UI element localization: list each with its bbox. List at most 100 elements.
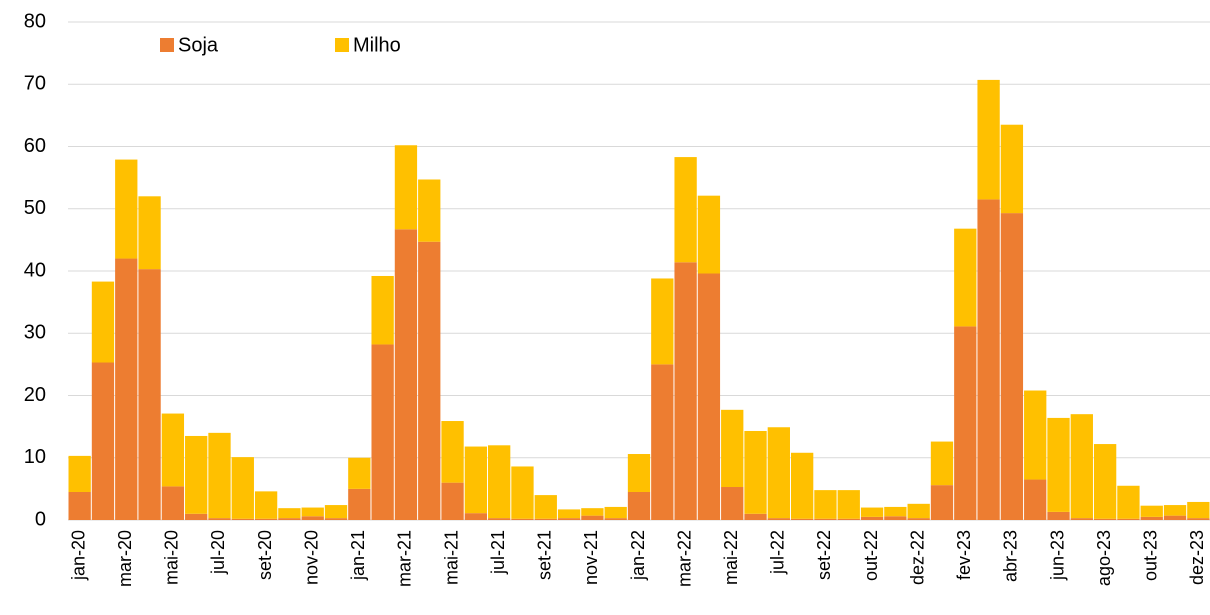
y-tick-label: 40 bbox=[24, 259, 46, 281]
x-tick-label: mar-20 bbox=[115, 530, 135, 587]
bar-segment bbox=[301, 516, 324, 520]
bar-segment bbox=[744, 513, 767, 520]
bar-segment bbox=[1140, 505, 1163, 517]
x-tick-label: jul-21 bbox=[488, 530, 508, 575]
bar-segment bbox=[115, 159, 138, 259]
bar-segment bbox=[1187, 501, 1210, 519]
bar-segment bbox=[790, 518, 814, 520]
bar-segment bbox=[254, 491, 278, 519]
x-tick-label: set-21 bbox=[535, 530, 555, 580]
bar-segment bbox=[604, 506, 627, 519]
bar-segment bbox=[860, 516, 884, 520]
bar-segment bbox=[464, 513, 488, 520]
x-tick-label: mar-22 bbox=[674, 530, 694, 587]
bar-segment bbox=[557, 509, 581, 519]
x-tick-label: mai-21 bbox=[441, 530, 461, 585]
bar-segment bbox=[161, 413, 185, 487]
bar-segment bbox=[581, 515, 604, 520]
bar-segment bbox=[674, 157, 697, 263]
x-tick-label: dez-23 bbox=[1187, 530, 1207, 585]
bar-segment bbox=[441, 421, 464, 483]
bar-segment bbox=[814, 518, 837, 520]
x-tick-label: jan-20 bbox=[68, 530, 88, 581]
x-tick-label: nov-20 bbox=[301, 530, 321, 585]
bar-segment bbox=[115, 258, 138, 520]
bar-segment bbox=[1070, 518, 1093, 520]
bar-segment bbox=[697, 195, 721, 274]
bar-segment bbox=[884, 516, 907, 520]
bar-segment bbox=[441, 482, 464, 520]
bar-segment bbox=[301, 507, 324, 517]
bar-segment bbox=[1117, 518, 1140, 520]
bar-segment bbox=[651, 364, 674, 520]
bar-segment bbox=[977, 79, 1000, 200]
x-tick-label: jul-20 bbox=[208, 530, 228, 575]
bar-segment bbox=[91, 362, 115, 520]
bar-segment bbox=[627, 491, 651, 520]
bar-segment bbox=[837, 490, 860, 519]
bar-segment bbox=[68, 455, 91, 492]
bar-segment bbox=[488, 518, 511, 520]
y-tick-label: 0 bbox=[35, 508, 46, 530]
bar-segment bbox=[278, 508, 301, 519]
bar-segment bbox=[697, 273, 721, 520]
bar-segment bbox=[231, 457, 254, 519]
bar-segment bbox=[1047, 417, 1070, 512]
bar-segment bbox=[394, 145, 418, 230]
bar-segment bbox=[930, 441, 954, 486]
legend-label: Milho bbox=[353, 34, 401, 56]
bar-segment bbox=[767, 518, 790, 520]
bar-segment bbox=[418, 179, 441, 242]
bar-segment bbox=[767, 427, 790, 519]
bar-segment bbox=[208, 432, 231, 519]
x-tick-label: jun-23 bbox=[1047, 530, 1067, 581]
bar-segment bbox=[348, 457, 371, 489]
bar-segment bbox=[744, 430, 767, 514]
bar-segment bbox=[1163, 505, 1187, 516]
y-tick-label: 60 bbox=[24, 135, 46, 157]
bar-segment bbox=[1117, 485, 1140, 519]
bar-segment bbox=[814, 490, 837, 519]
bar-segment bbox=[68, 491, 91, 520]
bar-segment bbox=[1163, 515, 1187, 520]
bar-segment bbox=[511, 466, 534, 519]
bar-segment bbox=[1000, 213, 1024, 521]
bar-segment bbox=[977, 199, 1000, 520]
bar-segment bbox=[231, 518, 254, 520]
x-tick-label: jan-22 bbox=[628, 530, 648, 581]
bar-segment bbox=[1140, 516, 1163, 520]
bar-segment bbox=[837, 518, 860, 520]
bar-segment bbox=[138, 269, 161, 520]
bar-segment bbox=[1093, 518, 1117, 520]
bar-segment bbox=[278, 518, 301, 520]
bar-segment bbox=[418, 241, 441, 520]
bar-segment bbox=[348, 488, 371, 520]
bar-segment bbox=[1000, 124, 1024, 214]
legend-swatch bbox=[160, 38, 174, 52]
y-tick-label: 10 bbox=[24, 446, 46, 468]
bar-segment bbox=[557, 518, 581, 520]
bar-segment bbox=[930, 485, 954, 520]
y-tick-label: 50 bbox=[24, 197, 46, 219]
x-tick-label: mar-21 bbox=[395, 530, 415, 587]
x-tick-label: nov-21 bbox=[581, 530, 601, 585]
bar-segment bbox=[907, 518, 930, 520]
y-tick-label: 20 bbox=[24, 384, 46, 406]
x-tick-label: set-22 bbox=[814, 530, 834, 580]
x-tick-label: abr-23 bbox=[1001, 530, 1021, 582]
x-tick-label: jan-21 bbox=[348, 530, 368, 581]
bar-segment bbox=[208, 518, 231, 520]
bar-segment bbox=[394, 229, 418, 521]
bar-segment bbox=[884, 506, 907, 517]
bar-segment bbox=[627, 454, 651, 492]
bar-segment bbox=[161, 486, 185, 520]
x-tick-label: set-20 bbox=[255, 530, 275, 580]
bar-segment bbox=[534, 518, 557, 520]
bar-segment bbox=[534, 495, 557, 519]
bar-segment bbox=[1093, 444, 1117, 519]
x-tick-label: fev-23 bbox=[954, 530, 974, 580]
x-tick-label: out-22 bbox=[861, 530, 881, 581]
x-tick-label: mai-20 bbox=[162, 530, 182, 585]
bar-segment bbox=[324, 518, 348, 520]
